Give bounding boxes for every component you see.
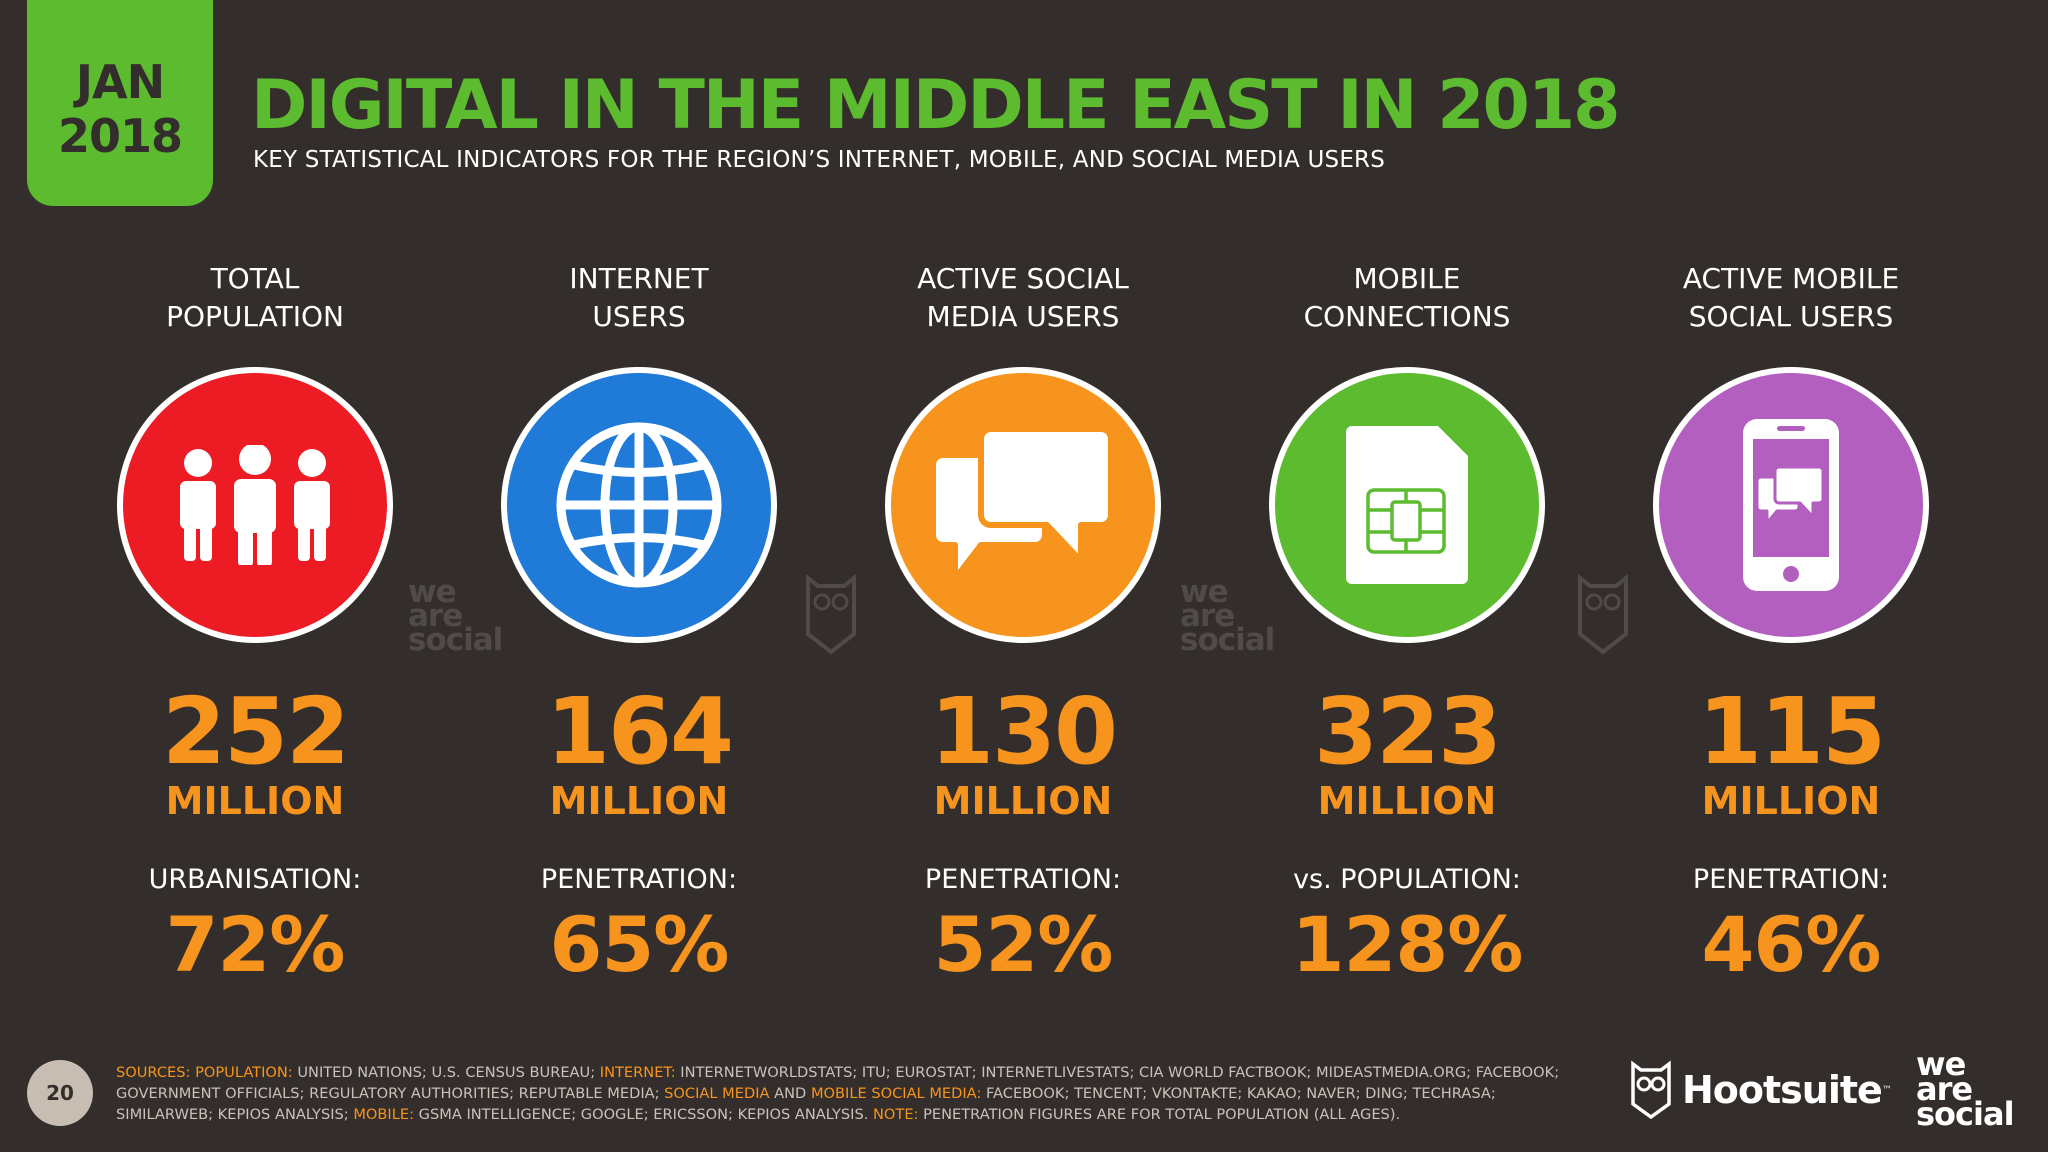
stat-active-social-media-users: ACTIVE SOCIAL MEDIA USERS 130 MILLION PE…	[831, 260, 1215, 987]
page-number: 20	[27, 1060, 93, 1126]
metric-label: vs. POPULATION:	[1293, 864, 1521, 895]
metric-value: 46%	[1701, 900, 1882, 989]
stat-unit: MILLION	[549, 779, 729, 823]
stat-label: TOTAL POPULATION	[166, 262, 344, 333]
owl-watermark-icon	[1578, 573, 1628, 655]
date-badge: JAN 2018	[27, 0, 213, 206]
stat-value: 252	[161, 678, 350, 785]
stat-internet-users: INTERNET USERS 164 MILLION PENETRATION: …	[447, 260, 831, 987]
chat-bubbles-icon	[885, 367, 1161, 643]
metric-label: URBANISATION:	[148, 864, 362, 895]
we-are-social-watermark: we are social	[1180, 574, 1275, 658]
we-are-social-logo: we are social	[1916, 1045, 2015, 1133]
stat-label: ACTIVE MOBILE SOCIAL USERS	[1682, 262, 1900, 333]
owl-watermark-icon	[806, 573, 856, 655]
stat-value: 115	[1697, 678, 1886, 785]
metric-value: 128%	[1291, 900, 1524, 989]
stat-mobile-connections: MOBILE CONNECTIONS 323 MILLION vs. POPUL…	[1215, 260, 1599, 987]
metric-label: PENETRATION:	[924, 864, 1122, 895]
stat-unit: MILLION	[933, 779, 1113, 823]
stat-value: 130	[929, 678, 1118, 785]
sources-footnote: SOURCES: POPULATION: UNITED NATIONS; U.S…	[116, 1064, 1560, 1123]
metric-value: 52%	[933, 900, 1114, 989]
stat-value: 323	[1313, 678, 1502, 785]
stat-value: 164	[545, 678, 734, 785]
stat-unit: MILLION	[1317, 779, 1497, 823]
hootsuite-logo: Hootsuite ™	[1630, 1060, 1892, 1120]
metric-value: 65%	[549, 900, 730, 989]
stat-label: INTERNET USERS	[569, 262, 709, 333]
stat-total-population: TOTAL POPULATION 252 MILLION URBANISATIO…	[63, 260, 447, 987]
globe-icon	[501, 367, 777, 643]
smartphone-chat-icon	[1653, 367, 1929, 643]
badge-year: 2018	[57, 109, 183, 163]
metric-value: 72%	[165, 900, 346, 989]
page-title: DIGITAL IN THE MIDDLE EAST IN 2018	[251, 66, 1620, 145]
stat-label: ACTIVE SOCIAL MEDIA USERS	[917, 262, 1129, 333]
page-subtitle: KEY STATISTICAL INDICATORS FOR THE REGIO…	[253, 147, 1386, 173]
stat-unit: MILLION	[1701, 779, 1881, 823]
metric-label: PENETRATION:	[540, 864, 738, 895]
stat-label: MOBILE CONNECTIONS	[1303, 262, 1511, 333]
people-icon	[117, 367, 393, 643]
badge-month: JAN	[75, 55, 165, 109]
stat-active-mobile-social-users: ACTIVE MOBILE SOCIAL USERS 115 MILLION P…	[1599, 260, 1983, 987]
metric-label: PENETRATION:	[1692, 864, 1890, 895]
we-are-social-watermark: we are social	[408, 574, 503, 658]
sim-card-icon	[1269, 367, 1545, 643]
hootsuite-owl-icon	[1631, 1060, 1671, 1120]
stat-unit: MILLION	[165, 779, 345, 823]
